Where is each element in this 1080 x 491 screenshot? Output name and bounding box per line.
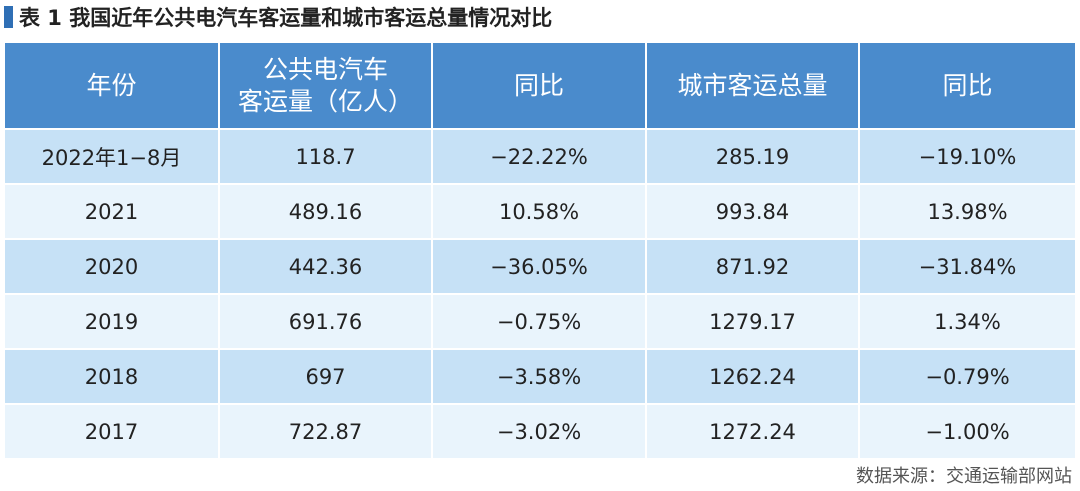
table-cell: 697: [220, 350, 433, 405]
table-cell: −0.79%: [860, 350, 1075, 405]
table-cell: 118.7: [220, 130, 433, 185]
table-cell: 2020: [5, 240, 220, 295]
cell-text: 285.19: [715, 144, 790, 169]
table-cell: −0.75%: [433, 295, 647, 350]
cell-text: −3.58%: [496, 364, 582, 389]
source-note: 数据来源：交通运输部网站: [856, 466, 1072, 487]
table-cell: −36.05%: [433, 240, 647, 295]
table-cell: 993.84: [647, 185, 860, 240]
header-text: 客运量（亿人）: [237, 86, 413, 116]
table-cell: −3.58%: [433, 350, 647, 405]
header-cell: 年份: [5, 43, 220, 130]
table-cell: 871.92: [647, 240, 860, 295]
header-cell: 公共电汽车 客运量（亿人）: [220, 43, 433, 130]
cell-text: 1272.24: [709, 419, 796, 444]
header-text: 公共电汽车: [262, 54, 388, 84]
table-cell: 1272.24: [647, 405, 860, 460]
header-cell: 同比: [433, 43, 647, 130]
header-text: 年份: [86, 70, 137, 100]
table-cell: −22.22%: [433, 130, 647, 185]
cell-text: 993.84: [715, 199, 790, 224]
header-cell: 同比: [860, 43, 1075, 130]
cell-text: 10.58%: [498, 199, 580, 224]
cell-text: 442.36: [288, 254, 363, 279]
cell-text: −31.84%: [918, 254, 1017, 279]
cell-text: 697: [305, 364, 346, 389]
cell-text: 722.87: [288, 419, 363, 444]
cell-text: 2018: [84, 364, 139, 389]
table-cell: 1262.24: [647, 350, 860, 405]
table-cell: −19.10%: [860, 130, 1075, 185]
cell-text: 2021: [84, 199, 139, 224]
table-cell: 2022年1−8月: [5, 130, 220, 185]
header-text: 同比: [513, 70, 564, 100]
cell-text: −3.02%: [496, 419, 582, 444]
cell-text: −1.00%: [925, 419, 1010, 444]
header-text: 城市客运总量: [677, 70, 828, 100]
table-cell: 2021: [5, 185, 220, 240]
cell-text: 118.7: [295, 144, 356, 169]
table-cell: 2018: [5, 350, 220, 405]
table-cell: 442.36: [220, 240, 433, 295]
header-cell: 城市客运总量: [647, 43, 860, 130]
cell-text: 2019: [84, 309, 139, 334]
table-cell: 10.58%: [433, 185, 647, 240]
table-cell: 489.16: [220, 185, 433, 240]
table-cell: −3.02%: [433, 405, 647, 460]
cell-text: 1262.24: [709, 364, 796, 389]
cell-text: 691.76: [288, 309, 363, 334]
table-cell: 285.19: [647, 130, 860, 185]
header-text: 同比: [942, 70, 993, 100]
table-title: 表 1 我国近年公共电汽车客运量和城市客运总量情况对比: [19, 6, 553, 30]
cell-text: 2020: [84, 254, 139, 279]
cell-text: 1.34%: [934, 309, 1001, 334]
data-table: 年份 公共电汽车 客运量（亿人） 同比 城市客运总量 同比 2022年1−8月 118.7 −2…: [5, 43, 1075, 460]
title-marker: [4, 6, 13, 28]
cell-text: 2022年1−8月: [41, 145, 182, 170]
cell-text: 489.16: [288, 199, 363, 224]
table-cell: −31.84%: [860, 240, 1075, 295]
cell-text: 13.98%: [927, 199, 1008, 224]
cell-text: −0.79%: [925, 364, 1010, 389]
cell-text: −36.05%: [490, 254, 588, 279]
table-cell: 1.34%: [860, 295, 1075, 350]
cell-text: 871.92: [715, 254, 790, 279]
table-cell: 2019: [5, 295, 220, 350]
title-bar: 表 1 我国近年公共电汽车客运量和城市客运总量情况对比: [4, 4, 552, 30]
table-cell: 722.87: [220, 405, 433, 460]
table-cell: 2017: [5, 405, 220, 460]
cell-text: −19.10%: [918, 144, 1017, 169]
table-cell: 13.98%: [860, 185, 1075, 240]
table-cell: −1.00%: [860, 405, 1075, 460]
cell-text: −0.75%: [496, 309, 582, 334]
cell-text: −22.22%: [490, 144, 588, 169]
table-cell: 691.76: [220, 295, 433, 350]
cell-text: 1279.17: [709, 309, 796, 334]
cell-text: 2017: [84, 419, 139, 444]
table-cell: 1279.17: [647, 295, 860, 350]
